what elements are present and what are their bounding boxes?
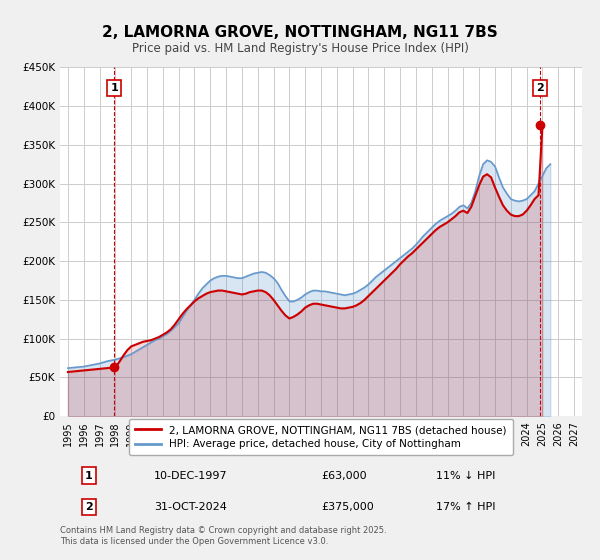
Text: 2: 2	[536, 83, 544, 93]
Text: 2, LAMORNA GROVE, NOTTINGHAM, NG11 7BS: 2, LAMORNA GROVE, NOTTINGHAM, NG11 7BS	[102, 25, 498, 40]
Text: 1: 1	[85, 470, 92, 480]
Text: 2: 2	[85, 502, 92, 512]
Text: Contains HM Land Registry data © Crown copyright and database right 2025.
This d: Contains HM Land Registry data © Crown c…	[60, 526, 386, 546]
Text: 1: 1	[110, 83, 118, 93]
Legend: 2, LAMORNA GROVE, NOTTINGHAM, NG11 7BS (detached house), HPI: Average price, det: 2, LAMORNA GROVE, NOTTINGHAM, NG11 7BS (…	[129, 419, 513, 455]
Text: 17% ↑ HPI: 17% ↑ HPI	[436, 502, 496, 512]
Text: Price paid vs. HM Land Registry's House Price Index (HPI): Price paid vs. HM Land Registry's House …	[131, 42, 469, 55]
Text: 10-DEC-1997: 10-DEC-1997	[154, 470, 227, 480]
Text: £375,000: £375,000	[321, 502, 374, 512]
Text: 31-OCT-2024: 31-OCT-2024	[154, 502, 227, 512]
Text: 11% ↓ HPI: 11% ↓ HPI	[436, 470, 495, 480]
Text: £63,000: £63,000	[321, 470, 367, 480]
